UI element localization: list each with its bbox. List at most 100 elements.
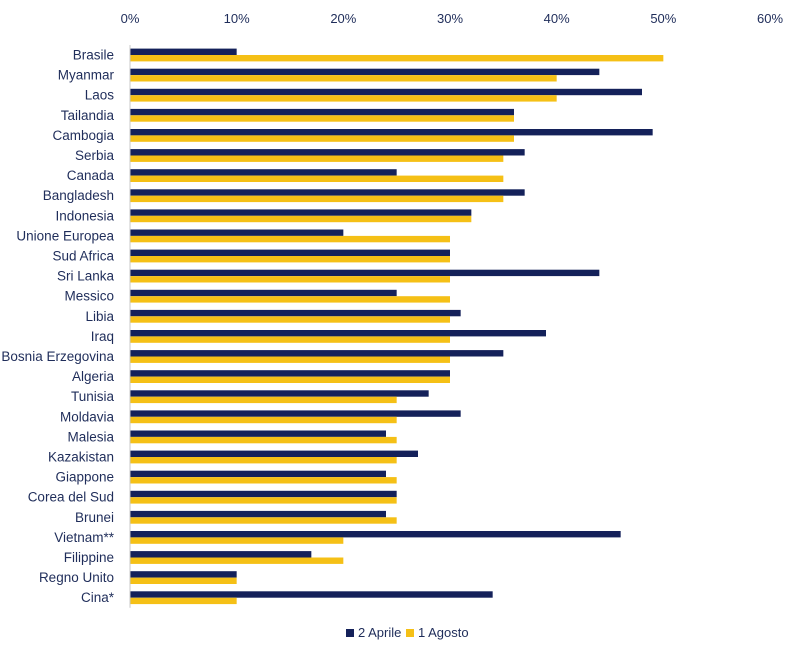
x-axis: 0% 10% 20% 30% 40% 50% 60% <box>121 11 784 26</box>
bar-series-1 <box>130 370 450 377</box>
x-tick-label: 60% <box>757 11 783 26</box>
bar-series-2 <box>130 135 514 142</box>
bar-series-2 <box>130 457 397 464</box>
legend-label: 1 Agosto <box>418 625 469 640</box>
category-label: Cambogia <box>52 128 114 143</box>
bar-series-2 <box>130 115 514 122</box>
bar-series-2 <box>130 296 450 303</box>
bar-series-2 <box>130 477 397 484</box>
category-label: Kazakistan <box>48 450 114 465</box>
bar-series-1 <box>130 48 237 55</box>
bar-series-1 <box>130 510 386 518</box>
bar-series-2 <box>130 336 450 343</box>
x-tick-label: 0% <box>121 11 140 26</box>
bar-series-1 <box>130 430 386 437</box>
bar-series-1 <box>130 209 472 216</box>
bar-series-2 <box>130 276 450 283</box>
bar-series-1 <box>130 68 600 76</box>
bar-series-1 <box>130 591 493 598</box>
category-label: Messico <box>64 289 114 304</box>
bar-series-2 <box>130 215 472 223</box>
legend-swatch <box>346 629 354 637</box>
bar-series-1 <box>130 149 525 156</box>
category-label: Iraq <box>91 329 114 344</box>
legend-swatch <box>406 629 414 637</box>
bar-series-2 <box>130 175 504 182</box>
bar-series-1 <box>130 289 397 297</box>
bar-series-1 <box>130 169 397 176</box>
category-label: Corea del Sud <box>28 490 114 505</box>
x-tick-label: 40% <box>544 11 570 26</box>
category-label: Filippine <box>64 550 114 565</box>
bar-series-1 <box>130 410 461 417</box>
bar-series-1 <box>130 450 418 457</box>
bar-series-2 <box>130 316 450 323</box>
bar-series-1 <box>130 189 525 196</box>
category-label: Malesia <box>67 429 114 444</box>
bar-series-1 <box>130 390 429 397</box>
bar-series-2 <box>130 497 397 504</box>
category-label: Tunisia <box>71 389 115 404</box>
category-label: Indonesia <box>55 208 114 223</box>
bar-series-1 <box>130 531 621 538</box>
bar-series-2 <box>130 235 450 243</box>
bar-series-2 <box>130 195 504 203</box>
x-tick-label: 30% <box>437 11 463 26</box>
category-label: Bosnia Erzegovina <box>1 349 114 364</box>
bar-series-1 <box>130 88 642 96</box>
bar-series-1 <box>130 551 312 558</box>
bar-series-2 <box>130 537 344 544</box>
bar-series-2 <box>130 577 237 584</box>
category-label: Regno Unito <box>39 570 114 585</box>
bar-series-2 <box>130 95 557 102</box>
bar-series-2 <box>130 55 664 62</box>
bar-series-2 <box>130 75 557 82</box>
bar-series-1 <box>130 249 450 256</box>
bar-series-1 <box>130 309 461 317</box>
category-label: Serbia <box>75 148 115 163</box>
bar-series-1 <box>130 229 344 236</box>
category-label: Bangladesh <box>43 188 114 203</box>
category-label: Unione Europea <box>16 228 114 243</box>
category-label: Sud Africa <box>52 249 114 264</box>
category-label: Canada <box>67 168 115 183</box>
bar-series-2 <box>130 155 504 162</box>
category-label: Cina* <box>81 590 115 605</box>
category-label: Moldavia <box>60 409 115 424</box>
category-label: Brunei <box>75 510 114 525</box>
bar-series-1 <box>130 108 514 116</box>
legend-label: 2 Aprile <box>358 625 401 640</box>
bar-series-1 <box>130 470 386 478</box>
category-label: Sri Lanka <box>57 269 115 284</box>
x-tick-label: 20% <box>330 11 356 26</box>
bar-series-2 <box>130 416 397 424</box>
category-label: Libia <box>85 309 114 324</box>
category-label: Brasile <box>73 48 114 63</box>
category-labels: Brasile Myanmar Laos Tailandia Cambogia Serbi… <box>1 48 114 606</box>
bar-series-2 <box>130 376 450 383</box>
bar-series-1 <box>130 269 600 277</box>
x-tick-label: 10% <box>224 11 250 26</box>
bars <box>130 48 664 605</box>
legend: 2 Aprile 1 Agosto <box>346 625 469 640</box>
category-label: Vietnam** <box>54 530 115 545</box>
category-label: Laos <box>85 88 115 103</box>
bar-series-1 <box>130 490 397 498</box>
x-tick-label: 50% <box>650 11 676 26</box>
bar-series-2 <box>130 517 397 524</box>
bar-series-2 <box>130 256 450 263</box>
bar-series-1 <box>130 330 546 337</box>
bar-series-2 <box>130 597 237 605</box>
bar-series-1 <box>130 571 237 578</box>
bar-series-2 <box>130 436 397 444</box>
bar-series-2 <box>130 557 344 564</box>
bar-series-1 <box>130 350 504 357</box>
category-label: Giappone <box>55 470 114 485</box>
bar-series-2 <box>130 356 450 363</box>
bar-series-1 <box>130 129 653 136</box>
bar-series-2 <box>130 396 397 404</box>
category-label: Myanmar <box>58 68 115 83</box>
category-label: Algeria <box>72 369 115 384</box>
category-label: Tailandia <box>61 108 115 123</box>
